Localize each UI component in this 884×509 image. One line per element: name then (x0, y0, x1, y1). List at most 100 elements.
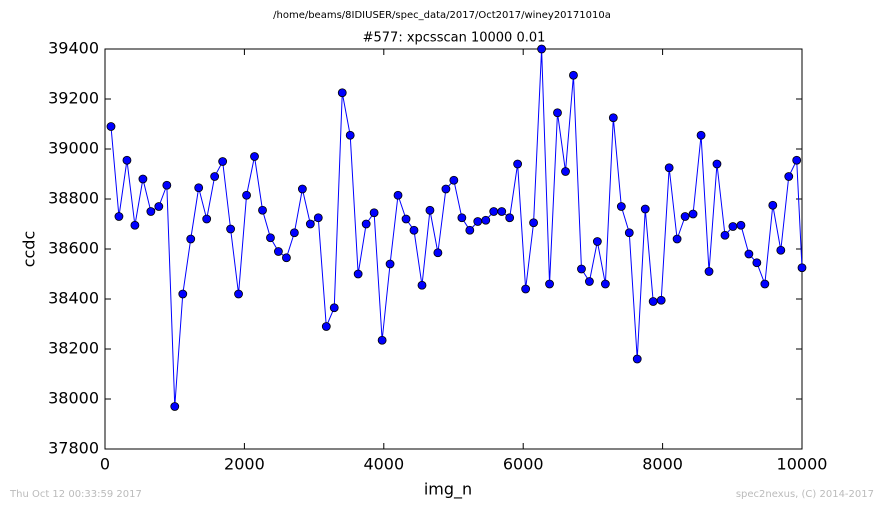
data-point (776, 245, 786, 255)
data-point (712, 159, 722, 169)
data-point (441, 184, 451, 194)
data-point (433, 248, 443, 258)
data-point (258, 205, 267, 215)
data-point (728, 222, 738, 231)
x-tick-label: 0 (100, 455, 110, 474)
chart-title: #577: xpcsscan 10000 0.01 (363, 31, 546, 46)
data-point (760, 279, 770, 289)
y-tick-label: 39000 (48, 139, 99, 158)
data-point (465, 225, 475, 235)
data-point (138, 174, 148, 184)
data-point (353, 269, 363, 279)
data-point (537, 44, 547, 54)
data-point (585, 277, 594, 286)
data-point (274, 247, 283, 256)
data-point (329, 303, 339, 313)
data-point (154, 202, 164, 211)
data-point (797, 263, 807, 273)
data-point (369, 208, 379, 218)
data-point (321, 322, 331, 331)
data-point (744, 249, 754, 259)
data-point (178, 289, 188, 299)
x-tick-label: 10000 (777, 455, 828, 474)
data-point (401, 214, 411, 224)
data-point (473, 217, 483, 226)
footer-left: Thu Oct 12 00:33:59 2017 (9, 489, 142, 500)
y-tick-label: 38000 (48, 389, 99, 408)
data-point (226, 224, 235, 234)
data-point (170, 402, 180, 411)
suptitle: /home/beams/8IDIUSER/spec_data/2017/Oct2… (273, 10, 611, 21)
data-point (784, 172, 794, 181)
x-axis-label: img_n (424, 480, 472, 500)
data-point (130, 220, 140, 230)
data-point (505, 213, 515, 223)
data-point (162, 180, 172, 190)
data-point (696, 130, 706, 140)
data-point (529, 218, 538, 228)
data-point (521, 284, 531, 294)
data-point (194, 183, 204, 193)
y-tick-label: 38600 (48, 239, 99, 258)
data-point (305, 219, 315, 229)
y-tick-label: 37800 (48, 439, 99, 458)
data-point (720, 230, 730, 240)
x-tick-label: 2000 (224, 455, 265, 474)
data-point (242, 190, 251, 200)
y-tick-label: 38800 (48, 189, 99, 208)
y-axis-label: ccdc (20, 231, 39, 268)
y-tick-label: 39200 (48, 89, 99, 108)
data-point (632, 354, 642, 364)
data-point (457, 213, 467, 223)
data-point (768, 200, 778, 210)
data-point (688, 209, 698, 219)
x-tick-label: 4000 (363, 455, 404, 474)
data-point (553, 108, 562, 118)
data-point (513, 159, 523, 169)
data-point (393, 190, 403, 200)
data-point (210, 172, 220, 181)
data-point (640, 204, 650, 214)
data-point (648, 297, 658, 306)
data-point (122, 155, 132, 165)
footer-right: spec2nexus, (C) 2014-2017 (736, 489, 874, 500)
data-point (146, 207, 156, 216)
data-point (266, 233, 275, 243)
data-point (186, 234, 196, 244)
data-point (704, 267, 714, 276)
data-point (680, 212, 690, 221)
data-point (577, 264, 586, 274)
data-point (218, 157, 228, 166)
data-point (489, 207, 499, 216)
data-point (664, 163, 674, 173)
data-line (110, 48, 803, 407)
data-point (425, 205, 435, 215)
data-point (600, 279, 610, 289)
data-point (202, 214, 212, 224)
data-point (289, 228, 299, 238)
plot-frame (104, 48, 803, 450)
y-tick-label: 39400 (48, 39, 99, 58)
data-point (656, 295, 666, 305)
data-point (361, 219, 371, 229)
data-point (385, 259, 395, 269)
data-point (736, 220, 746, 230)
data-point (481, 215, 491, 225)
y-tick-label: 38200 (48, 339, 99, 358)
data-point (752, 258, 762, 268)
data-point (377, 335, 387, 345)
data-point (792, 155, 802, 165)
data-point (417, 280, 427, 290)
data-point (106, 122, 116, 131)
data-point (624, 228, 634, 238)
data-point (616, 202, 626, 211)
data-point (497, 207, 507, 216)
data-point (545, 279, 554, 289)
data-point (313, 213, 323, 223)
data-point (569, 70, 578, 80)
data-point (608, 113, 618, 123)
data-point (561, 167, 570, 176)
data-point (114, 212, 124, 221)
data-point (409, 225, 419, 235)
